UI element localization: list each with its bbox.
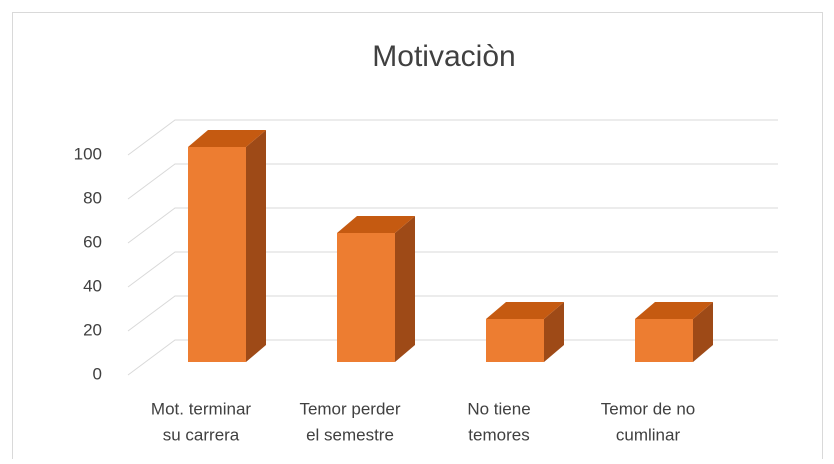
y-tick-label: 20 [83, 320, 102, 339]
grid-line [127, 207, 778, 244]
bar-top [486, 302, 564, 319]
chart-border [12, 12, 823, 464]
bar-side [246, 130, 266, 362]
bar [188, 147, 246, 362]
bar-side [395, 216, 415, 362]
grid-line [127, 163, 778, 200]
y-tick-label: 0 [93, 364, 102, 383]
grid-line [127, 295, 778, 332]
bar-top [188, 130, 266, 147]
x-tick-label: temores [468, 425, 529, 444]
bar-top [337, 216, 415, 233]
chart-title: Motivaciòn [372, 40, 515, 73]
grid-line [127, 251, 778, 288]
x-tick-label: Temor de no [601, 399, 696, 418]
x-tick-label: su carrera [163, 425, 240, 444]
grid-line [127, 119, 778, 156]
x-tick-label: No tiene [467, 399, 530, 418]
bar-top [635, 302, 713, 319]
bar-side [693, 302, 713, 362]
bar [486, 319, 544, 362]
bar [635, 319, 693, 362]
y-tick-label: 40 [83, 276, 102, 295]
x-tick-label: el semestre [306, 425, 394, 444]
x-tick-label: cumlinar [616, 425, 681, 444]
bar-side [544, 302, 564, 362]
bar [337, 233, 395, 362]
y-tick-label: 60 [83, 232, 102, 251]
x-tick-label: Mot. terminar [151, 399, 251, 418]
x-tick-label: Temor perder [299, 399, 400, 418]
y-tick-label: 80 [83, 188, 102, 207]
grid-line [127, 339, 778, 376]
y-tick-label: 100 [74, 144, 102, 163]
